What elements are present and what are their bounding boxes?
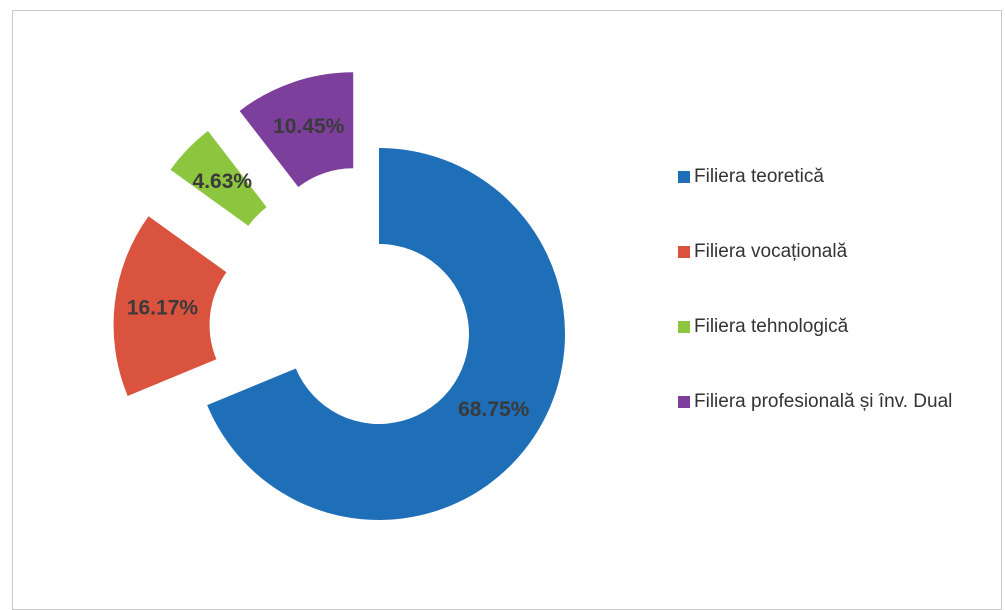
legend-item: Filiera profesională și înv. Dual xyxy=(678,390,998,414)
slice xyxy=(207,148,566,521)
slice xyxy=(239,72,354,187)
legend-swatch xyxy=(678,246,690,258)
legend-item: Filiera vocațională xyxy=(678,240,998,264)
data-label: 10.45% xyxy=(273,115,345,138)
legend: Filiera teoretică Filiera vocațională Fili… xyxy=(678,165,998,465)
legend-label: Filiera tehnologică xyxy=(694,316,849,337)
legend-swatch xyxy=(678,396,690,408)
legend-label: Filiera profesională și înv. Dual xyxy=(694,391,953,412)
legend-swatch xyxy=(678,171,690,183)
slice xyxy=(170,131,267,226)
legend-label: Filiera teoretică xyxy=(694,166,824,187)
slice xyxy=(113,216,227,396)
data-label: 68.75% xyxy=(458,398,530,421)
legend-swatch xyxy=(678,321,690,333)
legend-label: Filiera vocațională xyxy=(694,241,848,262)
data-label: 4.63% xyxy=(193,170,253,193)
data-label: 16.17% xyxy=(127,296,199,319)
legend-item: Filiera teoretică xyxy=(678,165,998,189)
legend-item: Filiera tehnologică xyxy=(678,315,998,339)
